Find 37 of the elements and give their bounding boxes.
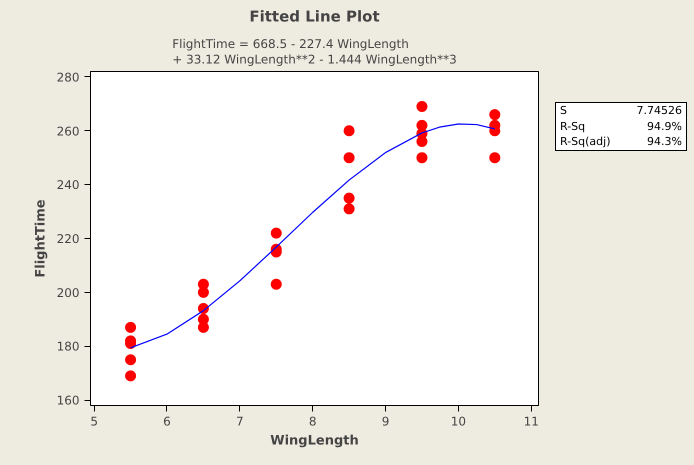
y-tick-label: 260: [56, 124, 80, 138]
chart-title: Fitted Line Plot: [249, 8, 380, 26]
text: R-Sq 94.9%: [560, 120, 682, 133]
point: [344, 192, 355, 204]
x-tick-label: 5: [90, 414, 98, 428]
y-tick-label: 220: [56, 232, 80, 246]
point: [198, 286, 209, 298]
point: [270, 278, 282, 290]
x-tick-label: 11: [524, 414, 539, 428]
point: [489, 152, 500, 164]
x-tick-label: 9: [382, 414, 390, 428]
point: [125, 370, 136, 382]
point: [125, 354, 136, 366]
point: [125, 322, 136, 333]
y-axis-title: FlightTime: [34, 199, 49, 278]
point: [344, 152, 355, 164]
y-tick-label: 280: [56, 70, 80, 84]
point: [489, 109, 500, 120]
chart-subtitle: FlightTime = 668.5 - 227.4 WingLength + 33.12 WingLength**2 - 1.444 WingLength**3: [172, 37, 457, 66]
y-tick-label: 160: [56, 394, 80, 408]
point: [270, 228, 282, 239]
y-tick-label: 200: [56, 286, 80, 300]
text: R-Sq(adj) 94.3%: [560, 135, 682, 148]
y-tick-label: 180: [56, 340, 80, 354]
x-tick-label: 10: [450, 414, 466, 428]
x-tick-label: 8: [308, 414, 316, 428]
text: S 7.74526: [560, 104, 682, 117]
x-axis-title: WingLength: [270, 434, 359, 448]
point: [344, 125, 355, 136]
point: [198, 322, 209, 333]
x-tick-label: 6: [163, 414, 171, 428]
y-tick-label: 240: [56, 178, 80, 192]
point: [416, 101, 428, 112]
point: [416, 152, 428, 164]
x-tick-label: 7: [236, 414, 244, 428]
point: [344, 203, 355, 214]
point: [416, 136, 428, 148]
